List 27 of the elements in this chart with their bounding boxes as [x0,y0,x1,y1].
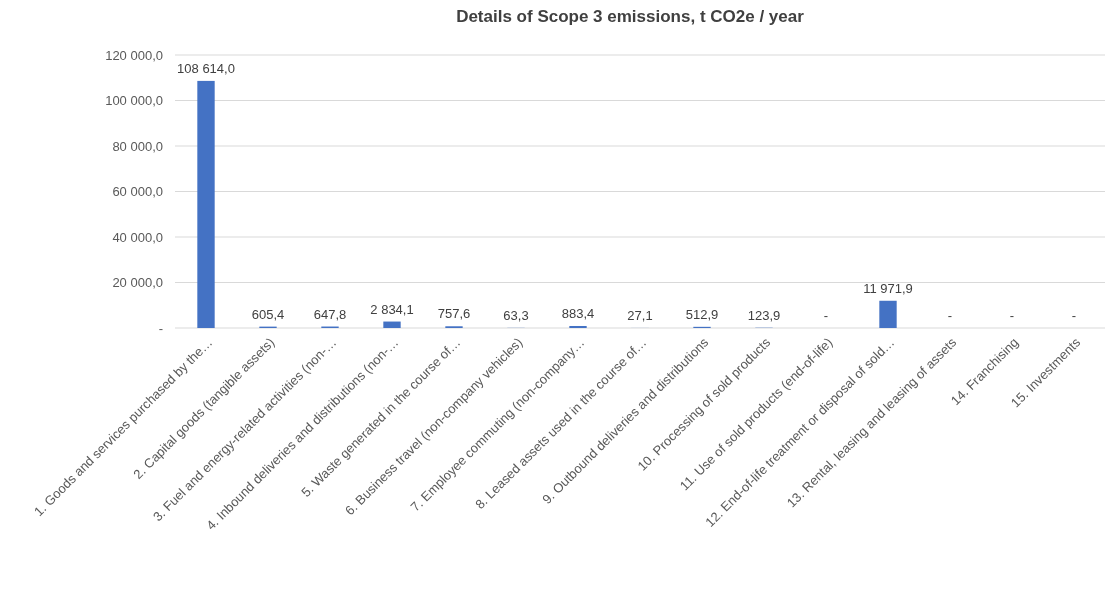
y-tick-label: 40 000,0 [112,229,163,245]
chart-title: Details of Scope 3 emissions, t CO2e / year [456,7,805,26]
data-label: 757,6 [437,306,471,322]
bar [383,321,401,328]
data-label: 647,8 [313,306,347,322]
data-label: 512,9 [685,306,719,322]
data-label: 605,4 [251,306,285,322]
data-label: - [1071,308,1077,323]
data-label: 123,9 [747,307,781,323]
bar [197,80,215,328]
bar [569,325,587,328]
data-label: 27,1 [627,307,653,323]
data-label: - [823,308,829,323]
y-tick-label: 100 000,0 [105,93,163,109]
y-tick-label: - [158,320,163,336]
data-label: 2 834,1 [370,301,414,317]
y-tick-label: 120 000,0 [105,47,163,63]
bar [879,300,897,328]
data-label: - [1009,308,1015,323]
y-tick-label: 60 000,0 [112,184,163,200]
data-label: 108 614,0 [177,60,235,76]
data-label: - [947,308,953,323]
data-label: 883,4 [561,305,595,321]
data-label: 11 971,9 [863,280,913,296]
data-label: 63,3 [503,307,529,323]
y-tick-label: 20 000,0 [112,275,163,291]
y-tick-label: 80 000,0 [112,138,163,154]
